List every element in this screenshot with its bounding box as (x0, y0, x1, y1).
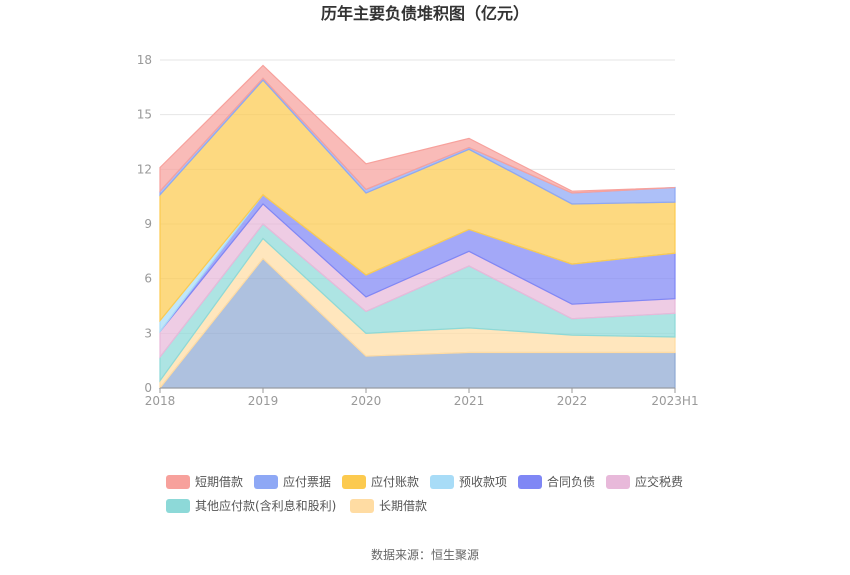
x-tick-label: 2020 (351, 394, 382, 408)
legend-swatch (350, 499, 374, 513)
legend-swatch (430, 475, 454, 489)
y-tick-label: 0 (144, 381, 152, 395)
legend-swatch (518, 475, 542, 489)
y-tick-label: 9 (144, 217, 152, 231)
legend-swatch (342, 475, 366, 489)
y-tick-label: 18 (137, 53, 152, 67)
data-source-note: 数据来源：恒生聚源 (371, 547, 479, 562)
legend-label[interactable]: 其他应付款(含利息和股利) (195, 498, 336, 513)
legend-swatch (606, 475, 630, 489)
chart-title: 历年主要负债堆积图（亿元） (321, 4, 529, 23)
legend-label[interactable]: 长期借款 (379, 499, 427, 513)
y-tick-label: 6 (144, 272, 152, 286)
legend-swatch (254, 475, 278, 489)
legend-label[interactable]: 应付账款 (371, 474, 419, 489)
x-tick-label: 2019 (248, 394, 279, 408)
axes: 2018 2019 2020 2021 2022 2023H1 (145, 387, 699, 408)
x-tick-label: 2021 (454, 394, 485, 408)
legend-label[interactable]: 短期借款 (195, 475, 243, 489)
legend-label[interactable]: 合同负债 (547, 474, 595, 489)
stacked-areas (158, 64, 676, 390)
x-tick-label: 2018 (145, 394, 176, 408)
x-tick-label: 2022 (557, 394, 588, 408)
y-tick-label: 3 (144, 326, 152, 340)
legend-swatch (166, 475, 190, 489)
legend-label[interactable]: 应交税费 (635, 474, 683, 489)
legend-swatch (166, 499, 190, 513)
y-tick-label: 15 (137, 108, 152, 122)
legend-label[interactable]: 应付票据 (283, 474, 331, 489)
area-series-8[interactable] (159, 64, 676, 194)
legend-label[interactable]: 预收款项 (459, 475, 507, 489)
x-tick-label: 2023H1 (651, 394, 698, 408)
y-tick-label: 12 (137, 162, 152, 176)
